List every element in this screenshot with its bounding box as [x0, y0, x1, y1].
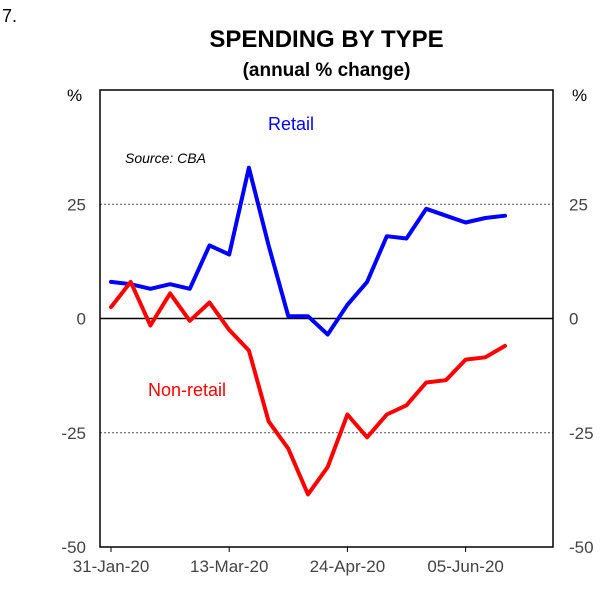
y-tick-right--50: -50 [569, 538, 594, 557]
chart-title: SPENDING BY TYPE [209, 26, 444, 53]
y-tick-left-0: 0 [77, 310, 86, 329]
x-tick-label-1: 13-Mar-20 [190, 557, 268, 576]
source-note: Source: CBA [125, 150, 206, 166]
retail-series-label: Retail [268, 114, 315, 134]
y-tick-left--25: -25 [61, 424, 86, 443]
series-line-retail [109, 165, 507, 337]
figure-number: 7. [2, 6, 18, 26]
y-tick-right-0: 0 [569, 310, 578, 329]
chart-subtitle: (annual % change) [242, 60, 411, 81]
series-line-nonretail [109, 279, 507, 497]
y-tick-left--50: -50 [61, 538, 86, 557]
right-axis-unit: % [572, 86, 588, 105]
x-tick-label-2: 24-Apr-20 [310, 557, 386, 576]
y-tick-right-25: 25 [569, 195, 588, 214]
y-tick-left-25: 25 [67, 195, 86, 214]
y-tick-right--25: -25 [569, 424, 594, 443]
left-axis-unit: % [67, 86, 83, 105]
plot-frame [99, 89, 554, 548]
x-tick-label-3: 05-Jun-20 [427, 557, 504, 576]
nonretail-series-label: Non-retail [148, 380, 227, 400]
x-tick-label-0: 31-Jan-20 [73, 557, 150, 576]
